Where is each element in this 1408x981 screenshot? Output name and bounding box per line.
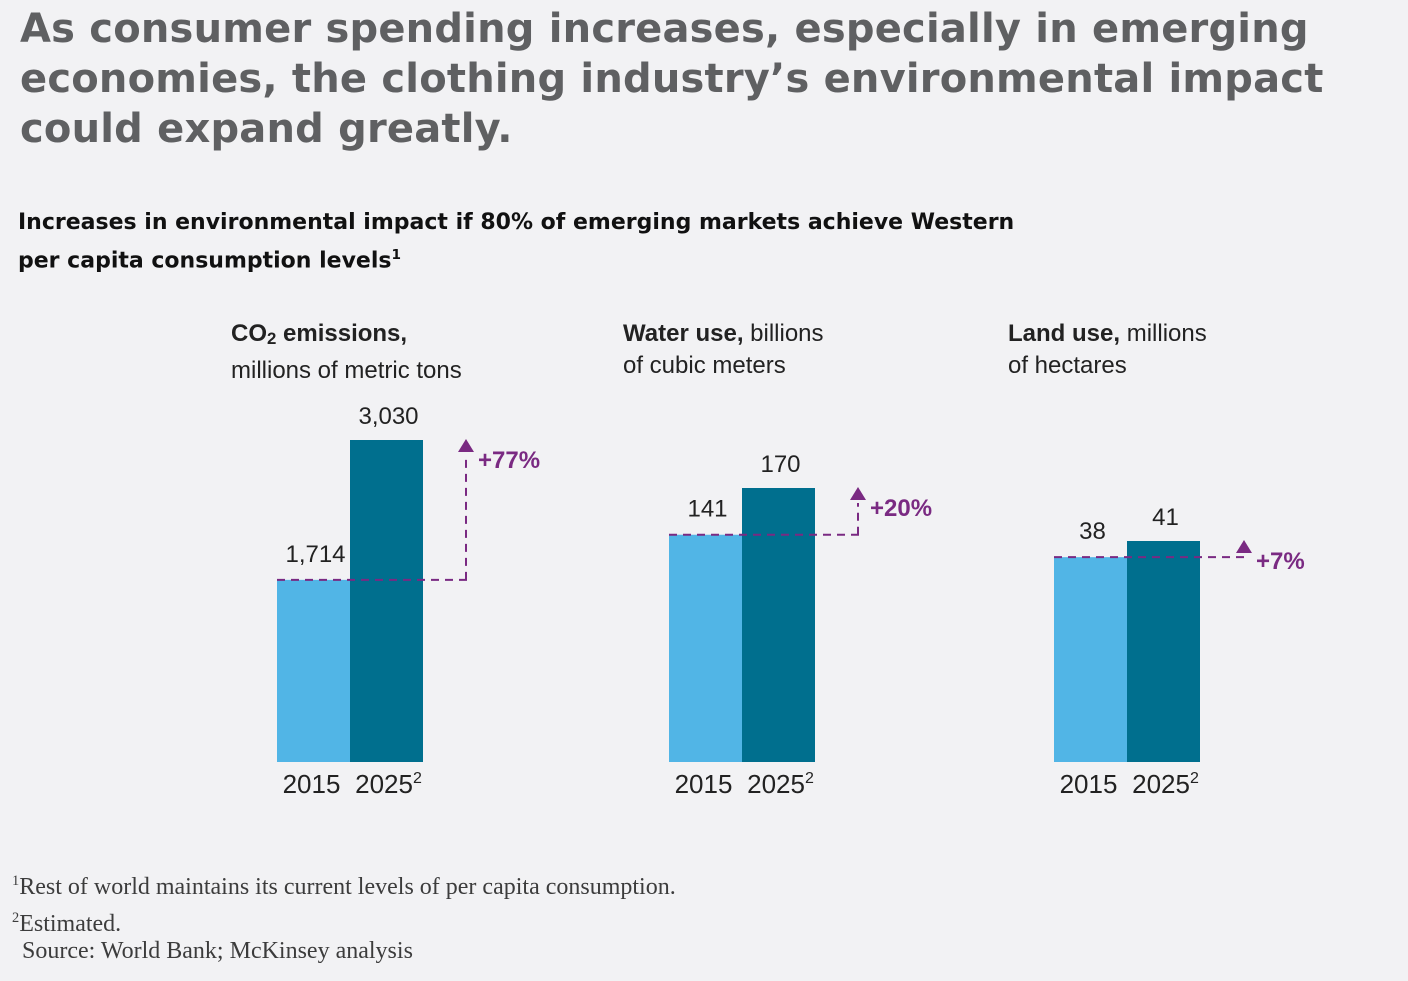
source-note: Source: World Bank; McKinsey analysis <box>22 938 413 964</box>
panel-title-rest: millions <box>1120 320 1207 347</box>
up-arrow-icon <box>850 487 866 500</box>
change-label: +20% <box>870 495 932 522</box>
value-label-2025: 170 <box>760 451 800 478</box>
panel-title-bold: Water use, <box>623 320 744 347</box>
tick-label-footnote-mark: 2 <box>1190 770 1199 787</box>
tick-label-2015: 2015 <box>283 769 341 799</box>
subtitle-footnote-mark: 1 <box>391 247 401 263</box>
footnote-1: 1Rest of world maintains its current lev… <box>12 866 1012 903</box>
value-label-2015: 38 <box>1079 518 1106 545</box>
footnote-text: Estimated. <box>19 911 122 937</box>
tick-label-2025: 20252 <box>355 769 422 799</box>
up-arrow-icon <box>458 439 474 452</box>
footnote-2: 2Estimated. <box>12 903 1012 940</box>
footnote-mark: 1 <box>12 873 20 889</box>
headline: As consumer spending increases, especial… <box>20 6 1324 152</box>
panel-title-unit: of cubic meters <box>623 352 786 379</box>
panel-title-land: Land use, millions of hectares <box>1008 318 1207 382</box>
panel-title-subscript: 2 <box>267 329 277 348</box>
value-label-2015: 141 <box>687 496 727 523</box>
panel-title-bold: CO <box>231 320 267 347</box>
panel-title-unit: millions of metric tons <box>231 357 462 384</box>
value-label-2025: 41 <box>1152 504 1179 531</box>
tick-label-2015: 2015 <box>675 769 733 799</box>
value-label-2025: 3,030 <box>358 403 418 430</box>
up-arrow-icon <box>1236 540 1252 553</box>
panel-title-rest: billions <box>743 320 824 347</box>
bar-2025 <box>742 488 815 762</box>
panel-title-water: Water use, billions of cubic meters <box>623 318 824 382</box>
value-label-2015: 1,714 <box>285 541 345 568</box>
panel-title-unit: of hectares <box>1008 352 1127 379</box>
footnote-text: Rest of world maintains its current leve… <box>19 874 676 900</box>
bar-2015 <box>277 579 350 762</box>
panel-title-bold-rest: emissions, <box>276 320 408 347</box>
change-label: +7% <box>1256 548 1305 575</box>
tick-label-2015: 2015 <box>1060 769 1118 799</box>
tick-label-footnote-mark: 2 <box>805 770 814 787</box>
bar-2025 <box>350 440 423 762</box>
panel-title-co2: CO2 emissions, millions of metric tons <box>231 318 462 387</box>
tick-label-footnote-mark: 2 <box>413 770 422 787</box>
bar-2015 <box>669 534 742 762</box>
panel-title-bold: Land use, <box>1008 320 1121 347</box>
bar-2025 <box>1127 541 1200 762</box>
chart-subtitle: Increases in environmental impact if 80%… <box>18 206 1018 277</box>
footnote-mark: 2 <box>12 910 20 926</box>
subtitle-text: Increases in environmental impact if 80%… <box>18 210 1015 274</box>
tick-label-2025: 20252 <box>747 769 814 799</box>
bar-2015 <box>1054 557 1127 762</box>
tick-label-2025: 20252 <box>1132 769 1199 799</box>
footnotes: 1Rest of world maintains its current lev… <box>12 866 1012 940</box>
change-label: +77% <box>478 447 540 474</box>
